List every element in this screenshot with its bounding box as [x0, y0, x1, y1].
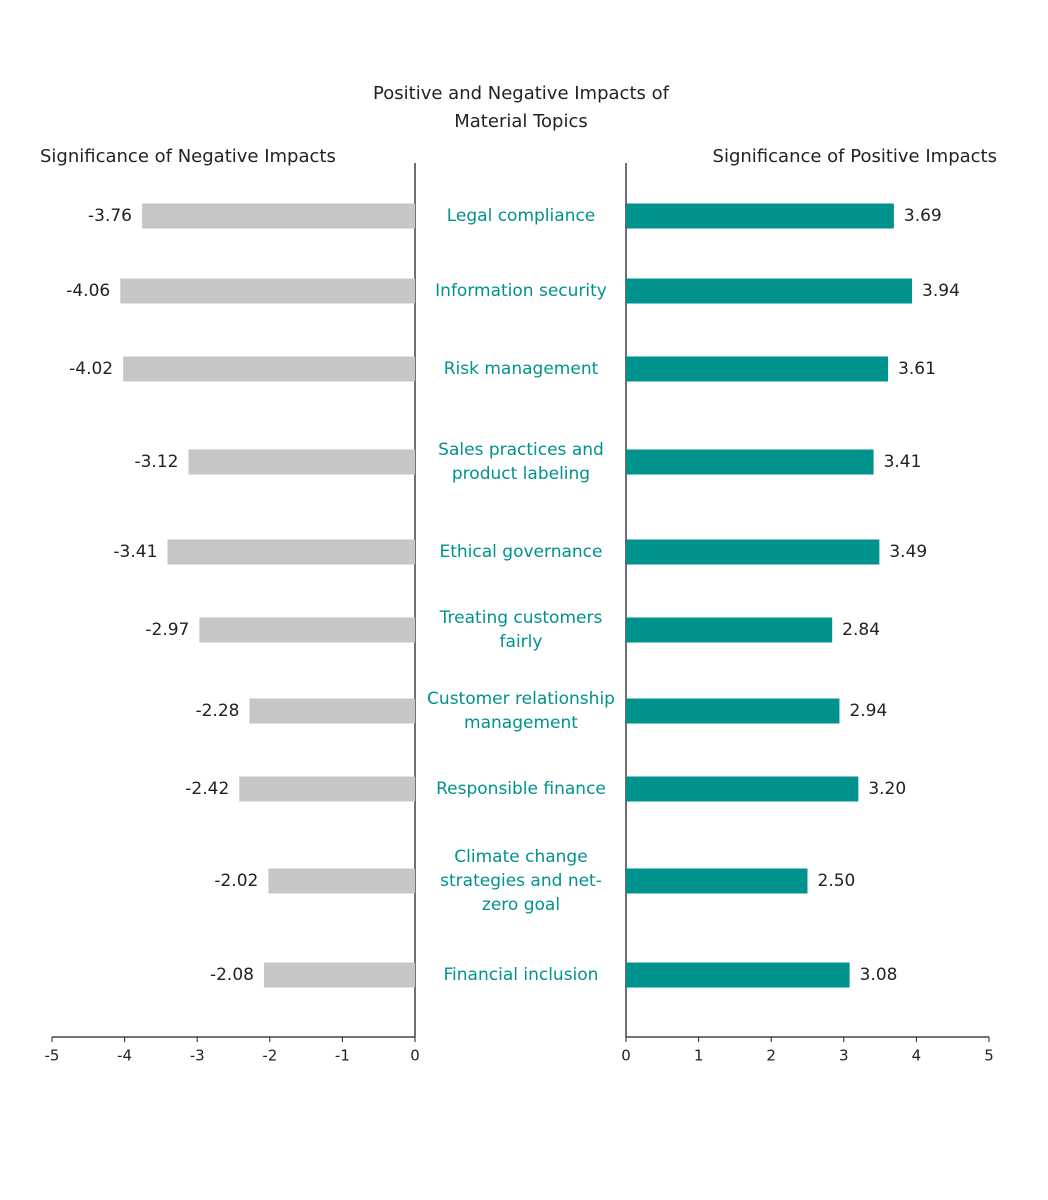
category-label: Responsible finance [436, 779, 606, 799]
value-label: -2.42 [185, 779, 229, 799]
value-label: -2.28 [195, 701, 239, 721]
bar [626, 449, 874, 475]
value-label: 3.94 [922, 281, 960, 301]
value-label: 2.94 [849, 701, 887, 721]
bar [249, 698, 415, 724]
category-label: Information security [435, 281, 607, 301]
category-label: Climate change strategies and net-zero g… [440, 847, 602, 915]
category-label: Financial inclusion [443, 965, 599, 985]
bar [268, 868, 415, 894]
x-tick-label: 3 [839, 1047, 849, 1065]
x-tick-label: 5 [984, 1047, 994, 1065]
bar [626, 962, 850, 988]
bar [626, 203, 894, 229]
bar [199, 617, 415, 643]
category-label: Legal compliance [446, 206, 596, 226]
x-tick-label: -5 [45, 1047, 60, 1065]
bar [120, 278, 415, 304]
legend-label: Significance of Positive Impacts [713, 146, 997, 167]
value-label: -2.08 [210, 965, 254, 985]
value-label: -3.12 [134, 452, 178, 472]
category-label: Risk management [443, 359, 599, 379]
category-label: Ethical governance [439, 542, 603, 562]
value-label: 3.61 [898, 359, 936, 379]
x-tick-label: -1 [335, 1047, 350, 1065]
bar [626, 356, 889, 382]
bar [263, 962, 415, 988]
bar [167, 539, 415, 565]
x-tick-label: 2 [766, 1047, 776, 1065]
value-label: 2.84 [842, 620, 880, 640]
bar [626, 539, 880, 565]
bar [239, 776, 415, 802]
value-label: -4.02 [69, 359, 113, 379]
bar [626, 278, 913, 304]
value-label: 3.69 [904, 206, 942, 226]
x-tick-label: 0 [621, 1047, 631, 1065]
value-label: -3.76 [88, 206, 132, 226]
x-tick-label: 1 [694, 1047, 704, 1065]
category-label: Sales practices and product labeling [438, 440, 604, 484]
value-label: -2.02 [214, 871, 258, 891]
value-label: 3.41 [884, 452, 922, 472]
x-tick-label: 0 [410, 1047, 420, 1065]
value-label: -4.06 [66, 281, 110, 301]
chart-title: Positive and Negative Impacts of Materia… [373, 83, 669, 132]
value-label: 2.50 [818, 871, 856, 891]
bar [626, 776, 859, 802]
value-label: 3.08 [860, 965, 898, 985]
legend-label: Significance of Negative Impacts [40, 146, 336, 167]
x-tick-label: -3 [190, 1047, 205, 1065]
value-label: 3.49 [889, 542, 927, 562]
bar [142, 203, 416, 229]
bar [626, 698, 840, 724]
bar [188, 449, 415, 475]
value-label: -3.41 [113, 542, 157, 562]
x-tick-label: -4 [117, 1047, 132, 1065]
value-label: -2.97 [145, 620, 189, 640]
category-label: Customer relationship management [427, 689, 615, 733]
bar [626, 868, 808, 894]
bar [123, 356, 415, 382]
x-tick-label: 4 [912, 1047, 922, 1065]
x-tick-label: -2 [262, 1047, 277, 1065]
value-label: 3.20 [868, 779, 906, 799]
bar [626, 617, 833, 643]
category-label: Treating customers fairly [439, 608, 603, 652]
